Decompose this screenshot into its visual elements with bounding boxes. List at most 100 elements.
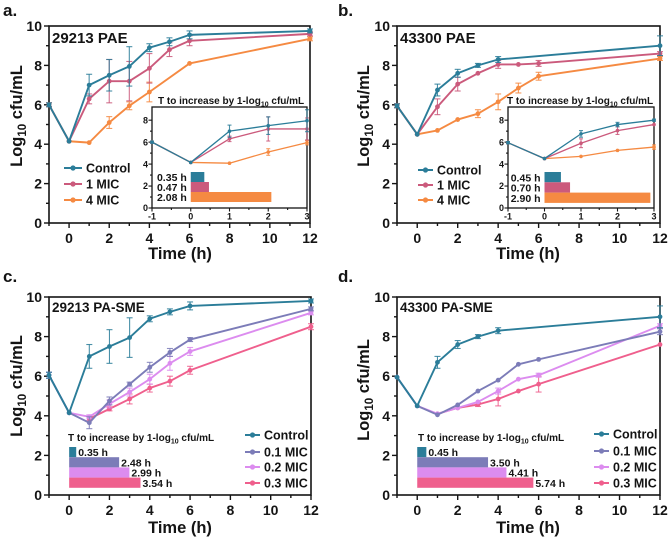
data-point bbox=[394, 103, 400, 109]
time-to-increase-label: 0.45 h bbox=[511, 172, 541, 184]
x-tick-label: 6 bbox=[535, 502, 543, 518]
series-line bbox=[48, 311, 312, 418]
legend-item: Control bbox=[418, 164, 481, 178]
data-point bbox=[188, 160, 193, 165]
time-to-increase-label: 2.99 h bbox=[131, 468, 161, 480]
x-tick-label: 6 bbox=[535, 230, 543, 246]
x-tick-label: 8 bbox=[575, 230, 583, 246]
data-point bbox=[106, 120, 112, 125]
time-to-increase-bars: T to increase by 1-log10 cfu/mL0.35 h2.4… bbox=[68, 433, 214, 490]
legend-label: 0.3 MIC bbox=[264, 477, 308, 491]
time-to-increase-label: 0.35 h bbox=[78, 447, 108, 459]
legend-label: 4 MIC bbox=[437, 194, 470, 208]
x-axis-title: Time (h) bbox=[148, 519, 212, 537]
inset-x-tick-label: -1 bbox=[504, 212, 512, 222]
time-to-increase-title-subscript: 10 bbox=[171, 439, 179, 446]
data-point bbox=[266, 123, 271, 128]
data-point bbox=[657, 43, 663, 49]
time-to-increase-label: 0.47 h bbox=[157, 182, 187, 194]
legend-item: Control bbox=[64, 162, 130, 176]
time-to-increase-title-subscript: 10 bbox=[521, 439, 529, 446]
time-to-increase-label: 5.74 h bbox=[535, 478, 565, 490]
time-to-increase-label: 0.70 h bbox=[511, 183, 541, 195]
data-point bbox=[167, 309, 173, 315]
time-to-increase-bar bbox=[417, 477, 534, 488]
x-tick-label: 12 bbox=[302, 230, 318, 246]
inset-title-subscript: 10 bbox=[610, 102, 618, 109]
panel-title: 43300 PAE bbox=[400, 30, 476, 47]
y-tick-label: 0 bbox=[382, 215, 390, 231]
y-tick-label: 8 bbox=[382, 57, 390, 73]
series-control bbox=[150, 109, 309, 165]
x-tick-label: 2 bbox=[106, 502, 114, 518]
data-point bbox=[475, 388, 481, 394]
inset-x-tick-label: 2 bbox=[266, 212, 271, 222]
legend-label: Control bbox=[86, 162, 130, 176]
y-tick-label: 6 bbox=[34, 368, 42, 384]
y-tick-label: 8 bbox=[382, 329, 390, 345]
y-tick-label: 0 bbox=[382, 487, 390, 503]
x-tick-label: 12 bbox=[652, 230, 668, 246]
data-point bbox=[86, 96, 92, 102]
data-point bbox=[167, 378, 173, 384]
data-point bbox=[657, 314, 663, 320]
legend: Control 1 MIC 4 MIC bbox=[64, 162, 130, 208]
y-tick-label: 8 bbox=[34, 329, 42, 345]
x-tick-label: 0 bbox=[413, 502, 421, 518]
inset-y-tick-label: 4 bbox=[143, 159, 148, 169]
legend-marker bbox=[422, 167, 429, 173]
x-tick-label: 4 bbox=[494, 502, 502, 518]
data-point bbox=[435, 104, 440, 110]
y-axis-title-subscript: 10 bbox=[364, 398, 376, 411]
inset-x-tick-label: 3 bbox=[651, 212, 656, 222]
data-point bbox=[435, 87, 440, 93]
panel-title: 43300 PA-SME bbox=[400, 300, 493, 315]
legend-item: 0.3 MIC bbox=[245, 477, 308, 491]
legend-item: 4 MIC bbox=[418, 194, 470, 208]
data-point bbox=[515, 361, 521, 367]
x-tick-label: 4 bbox=[146, 502, 154, 518]
y-tick-label: 10 bbox=[26, 289, 42, 305]
legend-item: 1 MIC bbox=[64, 178, 119, 192]
legend-item: 0.1 MIC bbox=[245, 446, 308, 460]
data-point bbox=[579, 141, 583, 146]
data-point bbox=[308, 298, 314, 304]
data-point bbox=[536, 356, 542, 362]
data-point bbox=[495, 62, 501, 67]
data-point bbox=[414, 131, 420, 137]
time-to-increase-title: T to increase by 1-log10 cfu/mL bbox=[68, 433, 214, 446]
data-point bbox=[455, 70, 461, 76]
legend-item: Control bbox=[594, 428, 657, 442]
data-point bbox=[495, 377, 501, 383]
y-tick-label: 8 bbox=[34, 57, 42, 73]
inset-x-tick-label: 3 bbox=[304, 212, 309, 222]
inset-title-main: T to increase by 1-log bbox=[507, 96, 610, 107]
legend-marker bbox=[70, 197, 76, 203]
data-point bbox=[167, 47, 172, 53]
data-point bbox=[414, 403, 420, 409]
legend-marker bbox=[249, 464, 256, 470]
data-point bbox=[435, 359, 440, 365]
series-line bbox=[396, 330, 661, 416]
data-point bbox=[146, 89, 152, 95]
series-line bbox=[48, 37, 311, 144]
data-point bbox=[657, 56, 663, 61]
legend-label: Control bbox=[613, 428, 657, 442]
series-0.1-mic bbox=[394, 328, 663, 418]
inset-y-tick-label: 0 bbox=[143, 203, 148, 213]
legend-label: Control bbox=[437, 164, 481, 178]
y-axis-title-subscript: 10 bbox=[17, 394, 29, 407]
legend-label: Control bbox=[264, 429, 308, 443]
time-to-increase-label: 0.45 h bbox=[428, 447, 458, 459]
data-point bbox=[495, 388, 501, 394]
data-point bbox=[495, 57, 501, 62]
inset-y-tick-label: 4 bbox=[499, 159, 504, 169]
y-tick-label: 2 bbox=[34, 447, 42, 463]
data-point bbox=[66, 138, 72, 144]
inset-title-rest: cfu/mL bbox=[618, 96, 654, 107]
